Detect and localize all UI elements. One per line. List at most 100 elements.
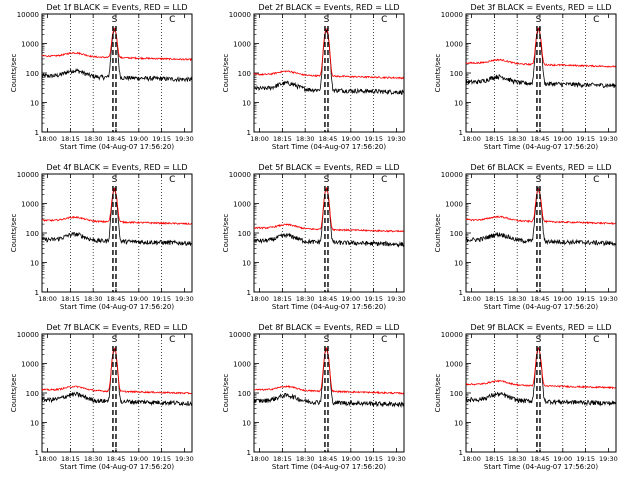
x-axis-label: Start Time (04-Aug-07 17:56:20) xyxy=(60,143,174,151)
y-axis-label: Counts/sec xyxy=(434,374,442,413)
x-tick-label: 19:00 xyxy=(129,455,148,463)
panel-7: Det 7f BLACK = Events, RED = LLD 1 10 100 10… xyxy=(10,323,194,471)
x-axis-label: Start Time (04-Aug-07 17:56:20) xyxy=(484,463,598,471)
panel-title: Det 4f BLACK = Events, RED = LLD xyxy=(46,163,187,172)
x-tick-label: 19:30 xyxy=(599,295,618,303)
x-tick-label: 18:00 xyxy=(38,455,57,463)
x-tick-label: 18:00 xyxy=(462,135,481,143)
y-tick-label: 100 xyxy=(26,70,39,78)
series-lld-line xyxy=(253,346,404,395)
y-axis-label: Counts/sec xyxy=(434,54,442,93)
x-tick-label: 19:00 xyxy=(553,295,572,303)
panel-title: Det 8f BLACK = Events, RED = LLD xyxy=(258,323,399,332)
x-tick-label: 18:15 xyxy=(61,455,80,463)
series-lld-line xyxy=(41,347,192,395)
series-lld-line xyxy=(253,28,404,80)
y-tick-label: 10 xyxy=(242,100,251,108)
x-tick-label: 19:00 xyxy=(553,455,572,463)
x-tick-label: 19:15 xyxy=(152,455,171,463)
x-tick-label: 18:00 xyxy=(462,455,481,463)
x-tick-label: 18:15 xyxy=(273,455,292,463)
x-axis-label: Start Time (04-Aug-07 17:56:20) xyxy=(60,463,174,471)
y-tick-label: 10 xyxy=(30,260,39,268)
x-tick-label: 18:00 xyxy=(38,135,57,143)
y-axis-label: Counts/sec xyxy=(434,214,442,253)
x-tick-label: 18:30 xyxy=(508,295,527,303)
series-lld-line xyxy=(41,27,192,62)
x-tick-label: 18:45 xyxy=(107,295,126,303)
panel-title: Det 1f BLACK = Events, RED = LLD xyxy=(46,3,187,12)
y-tick-label: 10000 xyxy=(17,11,39,19)
x-tick-label: 18:45 xyxy=(107,455,126,463)
x-tick-label: 18:15 xyxy=(273,135,292,143)
x-tick-label: 19:00 xyxy=(129,135,148,143)
x-tick-label: 19:00 xyxy=(341,455,360,463)
x-tick-label: 18:30 xyxy=(508,455,527,463)
y-tick-label: 10000 xyxy=(229,331,251,339)
y-tick-label: 10000 xyxy=(229,11,251,19)
panel-1: Det 1f BLACK = Events, RED = LLD 1 10 100 10… xyxy=(10,3,194,151)
y-tick-label: 100 xyxy=(238,390,251,398)
y-axis-label: Counts/sec xyxy=(222,214,230,253)
x-axis-label: Start Time (04-Aug-07 17:56:20) xyxy=(272,303,386,311)
x-tick-label: 19:30 xyxy=(175,295,194,303)
x-tick-label: 19:00 xyxy=(341,295,360,303)
x-tick-label: 18:45 xyxy=(531,455,550,463)
marker-label-c: C xyxy=(593,175,599,185)
marker-label-s: S xyxy=(324,15,330,25)
plot-frame xyxy=(465,173,617,293)
x-tick-label: 18:00 xyxy=(462,295,481,303)
panel-title: Det 2f BLACK = Events, RED = LLD xyxy=(258,3,399,12)
y-tick-label: 1000 xyxy=(233,361,251,369)
series-lld-line xyxy=(465,347,616,390)
x-tick-label: 18:30 xyxy=(84,135,103,143)
y-tick-label: 1 xyxy=(459,449,463,457)
x-tick-label: 19:15 xyxy=(576,455,595,463)
y-tick-label: 10 xyxy=(454,100,463,108)
x-tick-label: 18:30 xyxy=(84,295,103,303)
y-tick-label: 100 xyxy=(26,390,39,398)
x-tick-label: 19:30 xyxy=(175,455,194,463)
panel-title: Det 9f BLACK = Events, RED = LLD xyxy=(470,323,611,332)
x-tick-label: 18:15 xyxy=(273,295,292,303)
y-tick-label: 100 xyxy=(238,230,251,238)
x-tick-label: 18:15 xyxy=(485,455,504,463)
x-tick-label: 19:00 xyxy=(553,135,572,143)
y-tick-label: 10000 xyxy=(229,171,251,179)
y-axis-label: Counts/sec xyxy=(10,54,18,93)
y-tick-label: 1000 xyxy=(21,41,39,49)
marker-label-s: S xyxy=(536,15,542,25)
x-tick-label: 18:15 xyxy=(61,135,80,143)
plot-frame xyxy=(465,333,617,453)
marker-label-s: S xyxy=(536,335,542,345)
panel-3: Det 3f BLACK = Events, RED = LLD 1 10 100 10… xyxy=(434,3,618,151)
y-tick-label: 10000 xyxy=(441,11,463,19)
marker-label-c: C xyxy=(593,15,599,25)
y-tick-label: 1000 xyxy=(233,41,251,49)
y-tick-label: 1000 xyxy=(233,201,251,209)
y-tick-label: 1 xyxy=(35,449,39,457)
x-axis-label: Start Time (04-Aug-07 17:56:20) xyxy=(60,303,174,311)
y-tick-label: 10 xyxy=(454,260,463,268)
x-tick-label: 18:45 xyxy=(531,295,550,303)
panel-6: Det 6f BLACK = Events, RED = LLD 1 10 100 10… xyxy=(434,163,618,311)
y-tick-label: 100 xyxy=(450,390,463,398)
x-tick-label: 18:00 xyxy=(250,135,269,143)
panel-5: Det 5f BLACK = Events, RED = LLD 1 10 100 10… xyxy=(222,163,406,311)
y-tick-label: 10000 xyxy=(441,331,463,339)
series-events-line xyxy=(465,346,616,407)
x-tick-label: 18:15 xyxy=(61,295,80,303)
y-axis-label: Counts/sec xyxy=(10,374,18,413)
marker-label-c: C xyxy=(381,335,387,345)
x-axis-label: Start Time (04-Aug-07 17:56:20) xyxy=(272,463,386,471)
plot-frame xyxy=(465,13,617,133)
y-tick-label: 100 xyxy=(238,70,251,78)
x-tick-label: 19:30 xyxy=(175,135,194,143)
x-axis-label: Start Time (04-Aug-07 17:56:20) xyxy=(484,303,598,311)
x-tick-label: 18:45 xyxy=(319,295,338,303)
y-tick-label: 10 xyxy=(242,420,251,428)
marker-label-s: S xyxy=(112,175,118,185)
y-tick-label: 10 xyxy=(242,260,251,268)
